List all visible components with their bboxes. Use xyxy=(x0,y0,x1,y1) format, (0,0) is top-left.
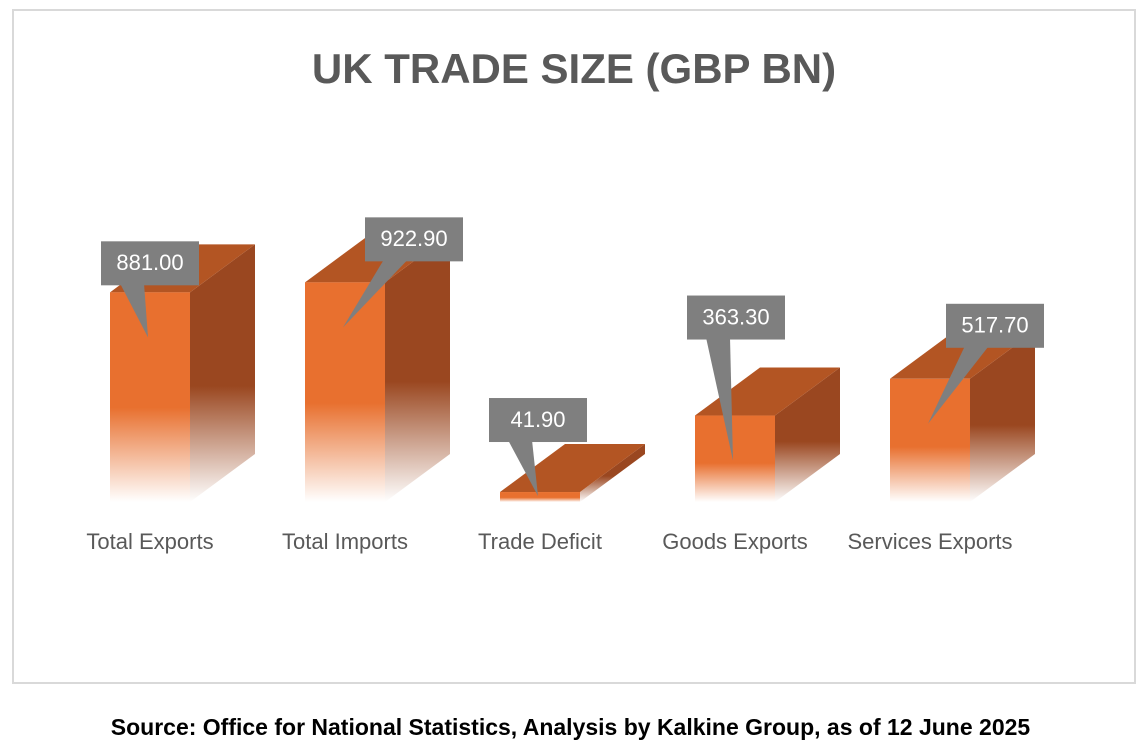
callout-box xyxy=(365,217,463,262)
bar-side xyxy=(385,234,450,502)
bar-side xyxy=(190,244,255,502)
bar xyxy=(500,492,580,502)
callout-pointer xyxy=(508,440,538,496)
callout-pointer xyxy=(706,337,733,461)
x-tick-label: Goods Exports xyxy=(662,529,808,554)
callout-box xyxy=(489,398,587,443)
bar-side xyxy=(970,330,1035,502)
data-label: 922.90 xyxy=(380,226,447,251)
bar-side xyxy=(775,367,840,502)
x-tick-label: Services Exports xyxy=(847,529,1013,554)
bar-side xyxy=(580,444,645,502)
bar xyxy=(890,378,970,502)
bar xyxy=(110,292,190,502)
x-tick-label: Total Imports xyxy=(282,529,408,554)
bar xyxy=(695,415,775,502)
data-label: 363.30 xyxy=(702,304,769,329)
x-tick-label: Total Exports xyxy=(86,529,214,554)
x-tick-label: Trade Deficit xyxy=(478,529,602,554)
data-label: 517.70 xyxy=(961,313,1028,338)
bar xyxy=(305,282,385,502)
source-note: Source: Office for National Statistics, … xyxy=(110,714,1031,740)
chart-title: UK TRADE SIZE (GBP BN) xyxy=(312,45,836,92)
callout-pointer xyxy=(343,259,408,328)
data-label: 881.00 xyxy=(116,250,183,275)
data-label: 41.90 xyxy=(510,407,565,432)
callout-box xyxy=(101,241,199,286)
callout-box xyxy=(687,295,785,340)
callout-pointer xyxy=(120,283,148,338)
callout-box xyxy=(946,303,1044,348)
callout-pointer xyxy=(928,345,989,424)
